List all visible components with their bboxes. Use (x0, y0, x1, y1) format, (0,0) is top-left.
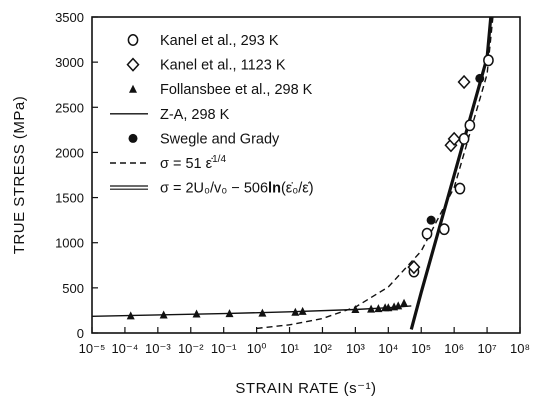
x-tick-label: 10⁴ (378, 341, 398, 356)
legend-entry: σ = 2U₀/v₀ − 506ln(ε̇₀/ε̇) (110, 181, 314, 197)
point-swegle-and-grady (426, 215, 436, 225)
point-kanel-et-al-293-k (464, 119, 476, 132)
point-follansbee-et-al-298-k (374, 304, 383, 313)
y-tick-label: 2000 (55, 145, 84, 160)
x-tick-label: 10⁰ (247, 341, 267, 356)
legend-label: σ = 51 ε̇1/4 (160, 154, 226, 172)
legend-entry: Follansbee et al., 298 K (129, 82, 313, 98)
point-follansbee-et-al-298-k (258, 308, 267, 317)
point-kanel-et-al-293-k (421, 227, 433, 240)
legend-entry: Kanel et al., 293 K (127, 33, 279, 49)
point-kanel-et-al-293-k (454, 182, 466, 195)
y-tick-label: 1000 (55, 236, 84, 251)
legend-entry: Kanel et al., 1123 K (126, 57, 286, 74)
legend-label: Z-A, 298 K (160, 107, 230, 123)
x-tick-label: 10⁻² (178, 341, 204, 356)
x-tick-label: 10⁵ (411, 341, 431, 356)
x-tick-label: 10⁷ (477, 341, 496, 356)
x-tick-label: 10² (313, 341, 332, 356)
point-follansbee-et-al-298-k (298, 306, 307, 315)
legend-swatch-marker (127, 34, 139, 46)
legend-label: Follansbee et al., 298 K (160, 82, 313, 98)
legend: Kanel et al., 293 K Kanel et al., 1123 K F… (110, 33, 314, 197)
point-follansbee-et-al-298-k (192, 309, 201, 318)
point-follansbee-et-al-298-k (394, 301, 403, 310)
y-axis-title: TRUE STRESS (MPa) (11, 96, 28, 255)
legend-swatch-marker (129, 84, 137, 93)
point-kanel-et-al-293-k (458, 132, 470, 145)
point-follansbee-et-al-298-k (384, 303, 393, 312)
point-kanel-et-al-1123-k (447, 131, 461, 146)
point-follansbee-et-al-298-k (159, 310, 168, 319)
legend-swatch-marker (128, 133, 138, 143)
legend-label: σ = 2U₀/v₀ − 506ln(ε̇₀/ε̇) (160, 181, 314, 197)
x-tick-label: 10³ (346, 341, 365, 356)
x-tick-label: 10⁻⁴ (111, 341, 138, 356)
line-z-a-298-k (92, 305, 412, 317)
y-tick-label: 3000 (55, 55, 84, 70)
legend-label: Kanel et al., 1123 K (160, 58, 286, 74)
y-tick-label: 500 (62, 281, 84, 296)
x-tick-label: 10¹ (280, 341, 299, 356)
point-follansbee-et-al-298-k (367, 304, 376, 313)
point-swegle-and-grady (475, 73, 485, 83)
data-markers (126, 54, 494, 320)
point-follansbee-et-al-298-k (126, 311, 135, 320)
point-follansbee-et-al-298-k (400, 298, 409, 307)
y-tick-label: 2500 (55, 100, 84, 115)
point-follansbee-et-al-298-k (351, 305, 360, 314)
y-tick-label: 3500 (55, 10, 84, 25)
legend-entry: σ = 51 ε̇1/4 (110, 154, 226, 172)
x-tick-label: 10⁻⁵ (79, 341, 106, 356)
plot-frame (91, 16, 521, 334)
legend-entry: Swegle and Grady (128, 131, 280, 147)
legend-label: Kanel et al., 293 K (160, 33, 279, 49)
line-dashed-power-law (256, 17, 494, 330)
legend-label: Swegle and Grady (160, 131, 280, 147)
point-kanel-et-al-293-k (483, 54, 494, 67)
point-kanel-et-al-1123-k (457, 74, 471, 90)
x-tick-label: 10⁻¹ (211, 341, 237, 356)
y-tick-label: 0 (77, 326, 84, 341)
y-tick-label: 1500 (55, 191, 84, 206)
x-tick-label: 10⁸ (510, 341, 530, 356)
line-double-log-law (409, 17, 493, 330)
legend-entry: Z-A, 298 K (110, 107, 230, 123)
x-tick-label: 10⁻³ (145, 341, 171, 356)
point-kanel-et-al-293-k (438, 223, 450, 236)
series-lines (92, 17, 494, 330)
point-kanel-et-al-1123-k (407, 259, 421, 275)
point-follansbee-et-al-298-k (225, 309, 234, 318)
x-tick-label: 10⁶ (444, 341, 464, 356)
point-follansbee-et-al-298-k (291, 307, 300, 316)
axis-ticks: 10⁻⁵ 10⁻⁴ 10⁻³ 10⁻² 10⁻¹ 10⁰ 10¹ 10² 10³ 10⁴ 10⁵ 10… (55, 10, 530, 356)
x-axis-title: STRAIN RATE (s⁻¹) (235, 380, 376, 397)
legend-swatch-marker (126, 57, 140, 72)
